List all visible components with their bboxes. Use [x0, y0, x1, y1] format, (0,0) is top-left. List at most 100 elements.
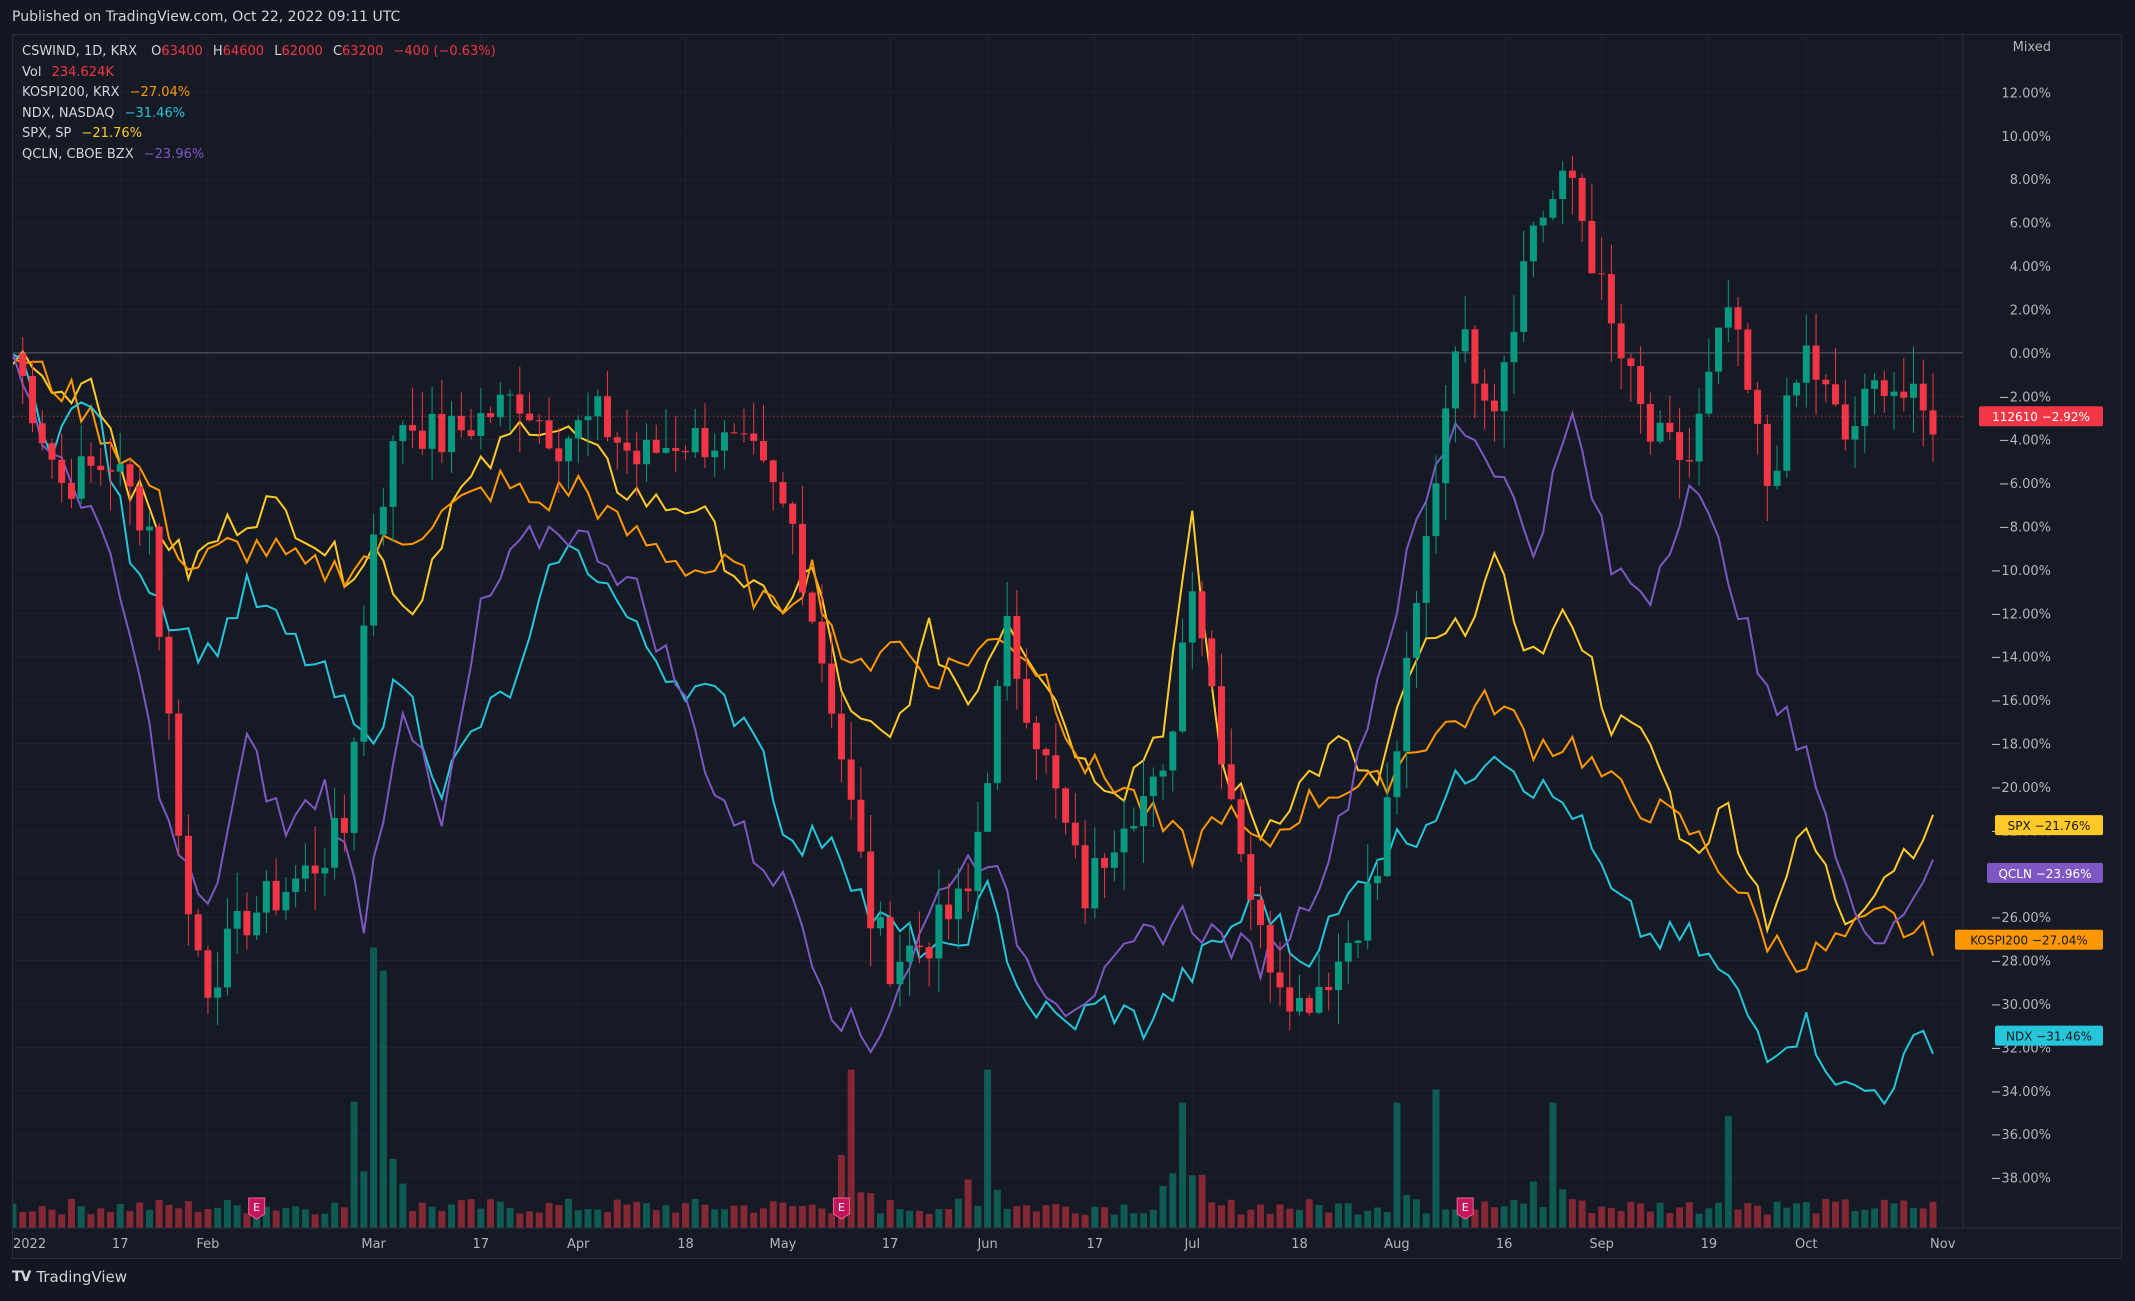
volume-bar [145, 1209, 153, 1228]
footer-brand[interactable]: TV TradingView [12, 1268, 127, 1286]
series-badge-kospi200[interactable]: KOSPI200 −27.04% [1955, 929, 2103, 950]
volume-bar [1062, 1206, 1070, 1228]
candle-body [1841, 404, 1849, 440]
volume-bar [438, 1211, 446, 1228]
earnings-marker-label: E [838, 1201, 845, 1214]
volume-bar [1247, 1209, 1255, 1228]
volume-bar [1705, 1208, 1713, 1228]
y-tick-label: 10.00% [2001, 130, 2051, 145]
volume-bar [477, 1208, 485, 1228]
candle-body [1919, 383, 1927, 411]
series-line-spx[interactable] [12, 349, 1934, 934]
candlesticks[interactable] [19, 155, 1937, 1031]
legend-main-row[interactable]: CSWIND, 1D, KRX O63400 H64600 L62000 C63… [22, 42, 496, 63]
legend-vol-row[interactable]: Vol 234.624K [22, 63, 496, 84]
candle-body [574, 420, 582, 439]
volume-bar [701, 1204, 709, 1228]
volume-bar [935, 1208, 943, 1228]
price-badge[interactable]: 112610 −2.92% [1979, 406, 2103, 427]
series-badge-qcln[interactable]: QCLN −23.96% [1987, 862, 2103, 883]
candle-body [67, 482, 75, 499]
x-tick-label: Feb [196, 1237, 219, 1252]
volume-bar [1851, 1211, 1859, 1228]
y-tick-label: −8.00% [1999, 520, 2051, 535]
candle-body [1373, 876, 1381, 884]
volume-bar [126, 1210, 134, 1228]
candle-body [1490, 400, 1498, 412]
series-badge-ndx[interactable]: NDX −31.46% [1995, 1025, 2103, 1046]
chart-pane[interactable]: E E E Mixed 12.00% 10.00% 8.00% 6.00% 4.00% 2.00%… [9, 34, 2122, 1259]
candle-body [1880, 380, 1888, 396]
volume-bar [1598, 1206, 1606, 1228]
series-badge-qcln-text: QCLN −23.96% [1998, 867, 2091, 881]
scale-mode-label[interactable]: Mixed [2013, 40, 2051, 55]
earnings-marker-icon[interactable]: E [248, 1197, 266, 1220]
y-tick-label: −4.00% [1999, 434, 2051, 449]
candle-body [1412, 602, 1420, 658]
earnings-marker-icon[interactable]: E [832, 1197, 850, 1220]
candle-body [1393, 751, 1401, 798]
x-tick-label: 17 [882, 1237, 899, 1252]
candle-body [1705, 371, 1713, 414]
legend-row-qcln[interactable]: QCLN, CBOE BZX −23.96% [22, 145, 496, 166]
volume-bar [945, 1209, 953, 1228]
earnings-marker-shape [832, 1197, 850, 1220]
volume-bar [574, 1210, 582, 1228]
x-tick-label: 17 [473, 1237, 490, 1252]
volume-bar [1325, 1212, 1333, 1228]
series-line-kospi200[interactable] [12, 356, 1934, 974]
y-tick-label: 8.00% [2010, 173, 2051, 188]
candle-body [1676, 432, 1684, 460]
volume-bar [526, 1211, 534, 1228]
volume-bar [1257, 1204, 1265, 1228]
x-tick-label: Jun [976, 1237, 997, 1252]
y-tick-label: −34.00% [1991, 1085, 2051, 1100]
volume-bar [876, 1213, 884, 1228]
legend-row-kospi200[interactable]: KOSPI200, KRX −27.04% [22, 83, 496, 104]
legend: CSWIND, 1D, KRX O63400 H64600 L62000 C63… [22, 42, 496, 166]
volume-bar [730, 1205, 738, 1228]
volume-bar [1929, 1201, 1937, 1228]
candle-body [1325, 986, 1333, 991]
candle-body [1559, 170, 1567, 200]
candle-body [184, 835, 192, 915]
legend-row-ndx[interactable]: NDX, NASDAQ −31.46% [22, 104, 496, 125]
price-chart[interactable]: E E E Mixed 12.00% 10.00% 8.00% 6.00% 4.00% 2.00%… [9, 35, 2121, 1258]
volume-bar [1091, 1206, 1099, 1228]
candle-body [1871, 380, 1879, 389]
legend-low: 62000 [281, 44, 323, 59]
candle-body [818, 621, 826, 664]
candle-body [633, 450, 641, 465]
candle-body [652, 439, 660, 453]
candle-body [672, 447, 680, 451]
volume-bar [896, 1209, 904, 1228]
series-line-ndx[interactable] [12, 353, 1934, 1106]
candle-body [1032, 722, 1040, 750]
volume-bar [1442, 1209, 1450, 1228]
candle-body [48, 443, 56, 460]
candle-body [1929, 410, 1937, 435]
volume-bar [457, 1200, 465, 1228]
series-badge-spx[interactable]: SPX −21.76% [1995, 815, 2103, 836]
volume-bar [1071, 1213, 1079, 1228]
candle-body [808, 592, 816, 622]
y-tick-label: −38.00% [1991, 1172, 2051, 1187]
volume-bar [175, 1208, 183, 1228]
volume-bar [282, 1208, 290, 1228]
candle-body [1744, 329, 1752, 390]
earnings-marker-label: E [1462, 1201, 1469, 1214]
series-line-qcln[interactable] [12, 353, 1934, 1054]
candle-body [1052, 755, 1060, 789]
candle-body [565, 438, 573, 462]
volume-bar [19, 1212, 27, 1228]
volume-bar [1900, 1200, 1908, 1228]
series-badge-spx-bg [1995, 815, 2103, 836]
candle-body [1315, 986, 1323, 1013]
volume-bar [974, 1205, 982, 1228]
candle-body [1071, 822, 1079, 846]
volume-bar [906, 1210, 914, 1228]
earnings-marker-icon[interactable]: E [1456, 1197, 1474, 1220]
legend-row-spx[interactable]: SPX, SP −21.76% [22, 124, 496, 145]
volume-bar [1451, 1209, 1459, 1228]
y-tick-label: −18.00% [1991, 738, 2051, 753]
